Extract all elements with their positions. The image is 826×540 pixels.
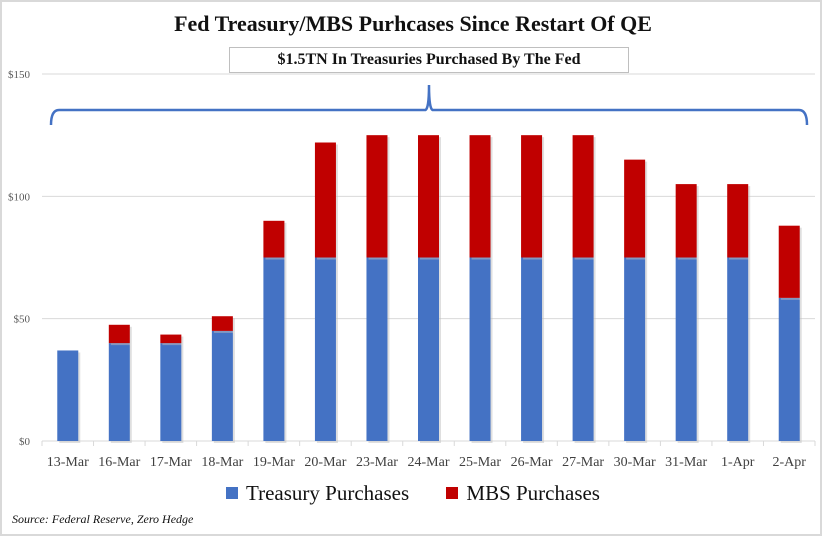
bar-treasury bbox=[778, 297, 800, 441]
x-tick-label: 13-Mar bbox=[47, 455, 89, 470]
bar-treasury bbox=[572, 257, 594, 441]
bar-mbs bbox=[675, 184, 697, 258]
bar-mbs bbox=[778, 225, 800, 298]
x-tick-label: 2-Apr bbox=[773, 455, 807, 470]
bar-mbs bbox=[521, 135, 543, 258]
y-tick-label: $100 bbox=[8, 191, 31, 203]
bar-treasury bbox=[263, 257, 285, 441]
x-tick-label: 26-Mar bbox=[511, 455, 553, 470]
x-tick-label: 17-Mar bbox=[150, 455, 192, 470]
x-tick-label: 23-Mar bbox=[356, 455, 398, 470]
x-tick-label: 25-Mar bbox=[459, 455, 501, 470]
legend-label-treasury: Treasury Purchases bbox=[246, 480, 410, 505]
legend-swatch-treasury bbox=[226, 487, 239, 499]
bar-treasury bbox=[469, 257, 491, 441]
annotation-box: $1.5TN In Treasuries Purchased By The Fe… bbox=[229, 47, 629, 73]
bar-treasury bbox=[366, 257, 388, 441]
y-tick-label: $50 bbox=[14, 314, 31, 326]
x-tick-label: 31-Mar bbox=[665, 455, 707, 470]
legend-swatch-mbs bbox=[446, 487, 459, 499]
bar-mbs bbox=[263, 220, 285, 258]
x-tick-label: 24-Mar bbox=[408, 455, 450, 470]
bar-treasury bbox=[521, 257, 543, 441]
y-tick-label: $150 bbox=[8, 69, 31, 81]
bar-mbs bbox=[727, 184, 749, 258]
bar-treasury bbox=[108, 343, 130, 441]
bar-treasury bbox=[211, 330, 233, 441]
x-tick-label: 19-Mar bbox=[253, 455, 295, 470]
legend-item-treasury: Treasury Purchases bbox=[226, 481, 409, 506]
source-note: Source: Federal Reserve, Zero Hedge bbox=[12, 512, 194, 526]
x-tick-label: 27-Mar bbox=[562, 455, 604, 470]
chart-title: Fed Treasury/MBS Purhcases Since Restart… bbox=[174, 11, 652, 36]
bar-mbs bbox=[572, 135, 594, 258]
bar-mbs bbox=[624, 159, 646, 258]
brace-annotation bbox=[49, 84, 809, 126]
bar-treasury bbox=[314, 257, 336, 441]
bar-treasury bbox=[57, 350, 79, 441]
x-tick-label: 16-Mar bbox=[98, 455, 140, 470]
bar-mbs bbox=[160, 334, 182, 344]
x-tick-label: 18-Mar bbox=[201, 455, 243, 470]
legend: Treasury Purchases MBS Purchases bbox=[0, 480, 826, 506]
x-tick-label: 30-Mar bbox=[614, 455, 656, 470]
bar-treasury bbox=[727, 257, 749, 441]
bar-treasury bbox=[160, 343, 182, 441]
bar-mbs bbox=[314, 142, 336, 258]
bar-mbs bbox=[418, 135, 439, 258]
x-tick-label: 20-Mar bbox=[304, 455, 346, 470]
bar-mbs bbox=[211, 316, 233, 331]
x-tick-label: 1-Apr bbox=[721, 455, 755, 470]
bar-mbs bbox=[366, 135, 388, 258]
bar-treasury bbox=[418, 257, 439, 441]
legend-item-mbs: MBS Purchases bbox=[446, 481, 600, 506]
legend-label-mbs: MBS Purchases bbox=[466, 480, 600, 505]
bar-treasury bbox=[675, 257, 697, 441]
bar-mbs bbox=[469, 135, 491, 258]
bar-mbs bbox=[108, 324, 130, 344]
bar-treasury bbox=[624, 257, 646, 441]
y-tick-label: $0 bbox=[19, 436, 31, 448]
